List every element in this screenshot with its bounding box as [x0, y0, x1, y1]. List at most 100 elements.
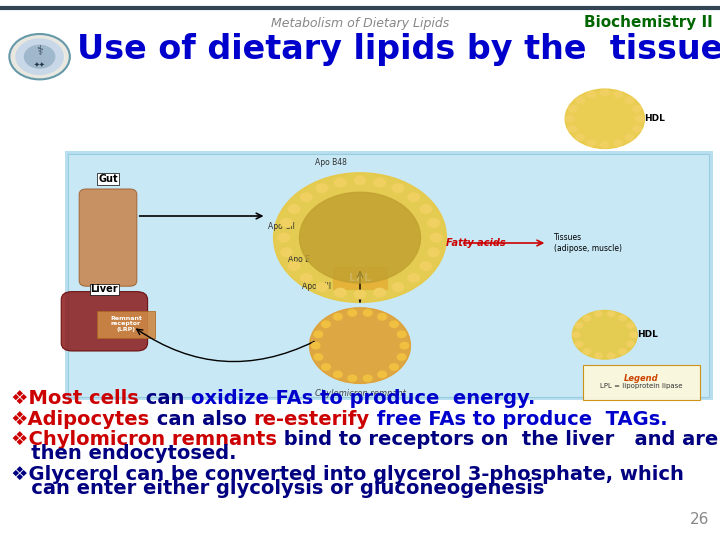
Circle shape: [354, 176, 366, 185]
Circle shape: [566, 116, 575, 122]
Circle shape: [322, 321, 330, 327]
Circle shape: [24, 45, 55, 68]
Circle shape: [614, 140, 623, 146]
Circle shape: [392, 184, 404, 193]
Circle shape: [311, 342, 320, 349]
Circle shape: [397, 331, 406, 338]
Circle shape: [583, 315, 590, 321]
Circle shape: [348, 375, 356, 382]
Circle shape: [595, 353, 602, 359]
Circle shape: [278, 233, 289, 242]
Text: Legend: Legend: [624, 374, 658, 383]
FancyBboxPatch shape: [583, 364, 700, 400]
Circle shape: [572, 332, 580, 338]
Text: Remnant
receptor
(LRP): Remnant receptor (LRP): [110, 316, 142, 332]
Text: Metabolism of Dietary Lipids: Metabolism of Dietary Lipids: [271, 17, 449, 30]
Circle shape: [310, 308, 410, 383]
Circle shape: [587, 140, 595, 146]
Circle shape: [335, 178, 346, 187]
Circle shape: [9, 34, 70, 79]
Text: ✦✦: ✦✦: [34, 62, 45, 68]
Circle shape: [289, 262, 300, 271]
Text: Fatty acids: Fatty acids: [446, 238, 506, 248]
Circle shape: [572, 310, 637, 359]
Circle shape: [322, 364, 330, 370]
Circle shape: [378, 314, 387, 320]
Text: 26: 26: [690, 511, 709, 526]
Circle shape: [608, 353, 615, 359]
Text: re-esterify: re-esterify: [253, 410, 369, 429]
Circle shape: [314, 354, 323, 360]
Text: oxidize FAs to produce  energy.: oxidize FAs to produce energy.: [191, 389, 535, 408]
Text: HDL: HDL: [637, 330, 658, 339]
Text: ❖Adipocytes: ❖Adipocytes: [11, 410, 150, 429]
Text: ❖Chylomicron remnants: ❖Chylomicron remnants: [11, 430, 276, 449]
Circle shape: [428, 219, 439, 227]
Circle shape: [397, 354, 406, 360]
Circle shape: [281, 248, 292, 256]
Text: Apo E: Apo E: [288, 255, 310, 264]
Circle shape: [364, 309, 372, 316]
Circle shape: [576, 97, 585, 104]
Circle shape: [281, 219, 292, 227]
Circle shape: [300, 274, 312, 282]
Text: LPL = lipoprotein lipase: LPL = lipoprotein lipase: [600, 383, 682, 389]
Circle shape: [568, 105, 577, 112]
Circle shape: [633, 126, 642, 132]
Text: Biochemistry II: Biochemistry II: [584, 15, 713, 30]
Text: ❖Most cells: ❖Most cells: [11, 389, 138, 408]
Circle shape: [608, 311, 615, 316]
Circle shape: [575, 323, 582, 328]
Text: Liver: Liver: [91, 284, 118, 294]
FancyBboxPatch shape: [97, 310, 155, 338]
Circle shape: [600, 90, 609, 96]
Circle shape: [635, 116, 644, 122]
Circle shape: [625, 134, 634, 140]
Circle shape: [289, 205, 300, 213]
FancyBboxPatch shape: [333, 267, 387, 289]
Text: LPL: LPL: [349, 273, 371, 283]
Text: bind to receptors on  the liver   and are: bind to receptors on the liver and are: [276, 430, 718, 449]
Circle shape: [576, 134, 585, 140]
Circle shape: [392, 282, 404, 291]
Circle shape: [568, 126, 577, 132]
Circle shape: [316, 184, 328, 193]
Text: Use of dietary lipids by the  tissues: Use of dietary lipids by the tissues: [77, 33, 720, 66]
Circle shape: [374, 288, 385, 297]
Text: Apo CII: Apo CII: [269, 222, 295, 231]
Circle shape: [408, 274, 420, 282]
Text: ❖Glycerol can be converted into glycerol 3-phosphate, which: ❖Glycerol can be converted into glycerol…: [11, 465, 684, 484]
Circle shape: [390, 364, 398, 370]
Circle shape: [354, 291, 366, 299]
Circle shape: [595, 311, 602, 316]
Text: can enter either glycolysis or gluconeogenesis: can enter either glycolysis or gluconeog…: [11, 480, 544, 498]
Text: Apo CIII: Apo CIII: [302, 282, 331, 291]
Text: Apo B48: Apo B48: [315, 158, 347, 167]
Text: HDL: HDL: [644, 114, 665, 123]
FancyBboxPatch shape: [61, 292, 148, 351]
Circle shape: [633, 105, 642, 112]
Circle shape: [333, 314, 342, 320]
Circle shape: [614, 91, 623, 98]
Circle shape: [378, 371, 387, 377]
Text: Tissues
(adipose, muscle): Tissues (adipose, muscle): [554, 233, 622, 253]
Circle shape: [374, 178, 385, 187]
Circle shape: [627, 323, 634, 328]
Circle shape: [565, 89, 644, 148]
Circle shape: [335, 288, 346, 297]
Text: can also: can also: [150, 410, 253, 429]
FancyBboxPatch shape: [65, 151, 713, 400]
Circle shape: [300, 193, 312, 201]
Circle shape: [587, 91, 595, 98]
Circle shape: [333, 371, 342, 377]
Circle shape: [300, 192, 420, 283]
Text: free FAs to produce  TAGs.: free FAs to produce TAGs.: [369, 410, 667, 429]
Circle shape: [575, 341, 582, 347]
Circle shape: [600, 141, 609, 148]
Circle shape: [390, 321, 398, 327]
Circle shape: [348, 309, 356, 316]
Circle shape: [274, 173, 446, 302]
Text: can: can: [138, 389, 191, 408]
Circle shape: [314, 331, 323, 338]
Text: Chylomicron remnant: Chylomicron remnant: [315, 389, 405, 398]
